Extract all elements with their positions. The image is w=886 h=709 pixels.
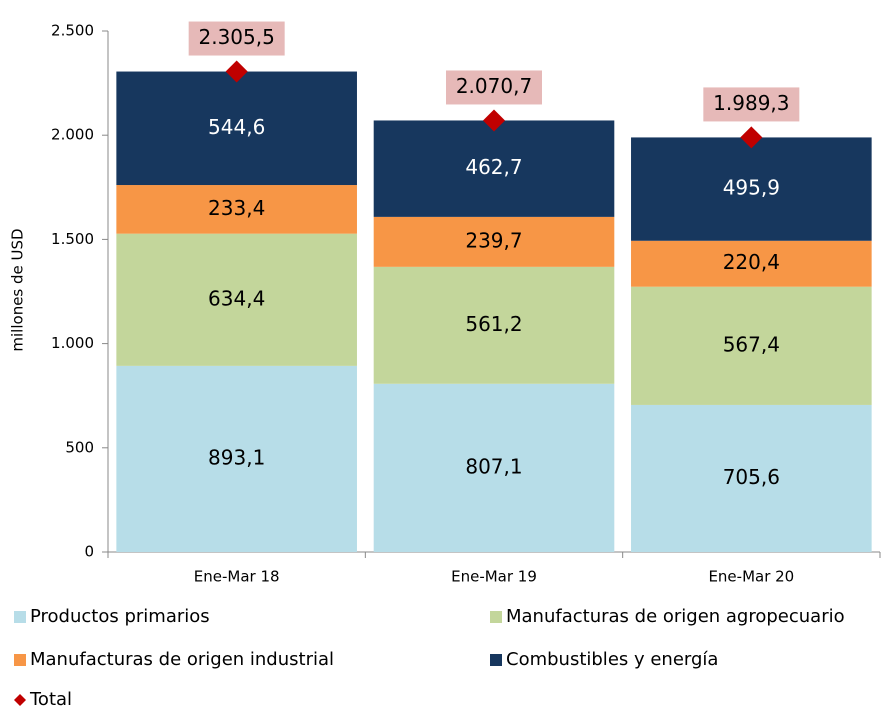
x-tick-label: Ene-Mar 19 (451, 568, 537, 586)
data-label: 239,7 (465, 228, 522, 252)
y-tick-label: 0 (84, 543, 94, 561)
bar-segment (116, 233, 357, 366)
total-marker (740, 126, 763, 149)
bar-segment (631, 137, 872, 241)
legend-label: Total (29, 689, 72, 709)
y-tick-label: 500 (65, 438, 94, 456)
bar-segment (116, 185, 357, 234)
legend-label: Combustibles y energía (506, 649, 718, 670)
data-label: 807,1 (465, 454, 522, 478)
legend-swatch (490, 654, 502, 666)
total-marker (483, 109, 505, 132)
data-label: 567,4 (723, 332, 780, 356)
total-label-box (188, 21, 285, 56)
bar-segment (631, 404, 872, 552)
bar-segment (373, 120, 615, 217)
data-label: 462,7 (465, 155, 522, 179)
bar-segment (116, 365, 357, 552)
legend-swatch (14, 611, 26, 623)
legend-label: Productos primarios (30, 606, 210, 627)
legend-label: Manufacturas de origen industrial (30, 649, 334, 670)
x-tick-label: Ene-Mar 18 (194, 568, 280, 586)
bar-segment (373, 216, 615, 267)
bar-segment (116, 71, 357, 186)
y-axis-label: millones de USD (9, 228, 27, 351)
y-tick-label: 1.500 (51, 230, 94, 248)
data-label: 634,4 (208, 286, 265, 310)
bar-segment (631, 240, 872, 287)
y-tick-label: 2.500 (51, 22, 94, 40)
data-label: 220,4 (723, 250, 780, 274)
legend-swatch (490, 611, 502, 623)
legend-label: Manufacturas de origen agropecuario (506, 606, 845, 627)
y-tick-label: 2.000 (51, 126, 94, 144)
legend-swatch (14, 654, 26, 666)
total-label: 1.989,3 (713, 91, 789, 115)
data-label: 893,1 (208, 445, 265, 469)
data-label: 495,9 (723, 176, 780, 200)
total-label-box (703, 87, 800, 122)
total-label: 2.305,5 (198, 25, 274, 49)
data-label: 544,6 (208, 115, 265, 139)
total-label-box (446, 70, 542, 105)
x-tick-label: Ene-Mar 20 (708, 568, 794, 586)
bar-segment (373, 383, 615, 552)
data-label: 561,2 (465, 312, 522, 336)
bar-segment (373, 266, 615, 384)
total-marker (225, 60, 248, 83)
y-tick-label: 1.000 (51, 334, 94, 352)
data-label: 705,6 (723, 465, 780, 489)
legend-swatch (14, 694, 26, 706)
data-label: 233,4 (208, 196, 265, 220)
bar-segment (631, 286, 872, 405)
total-label: 2.070,7 (456, 74, 532, 98)
